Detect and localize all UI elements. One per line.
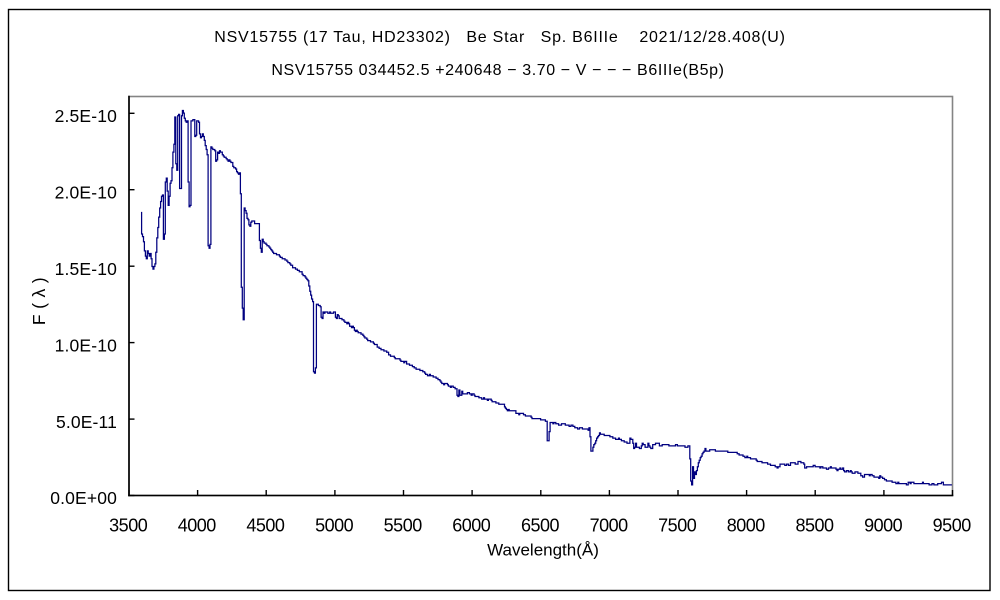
svg-text:9500: 9500 <box>933 515 972 535</box>
svg-text:9000: 9000 <box>864 515 903 535</box>
svg-text:5.0E-11: 5.0E-11 <box>56 412 117 432</box>
svg-text:F(λ): F(λ) <box>29 272 49 325</box>
svg-text:8500: 8500 <box>795 515 834 535</box>
svg-text:2.0E-10: 2.0E-10 <box>55 182 117 202</box>
svg-text:6500: 6500 <box>521 515 560 535</box>
svg-text:5500: 5500 <box>384 515 423 535</box>
svg-text:6000: 6000 <box>452 515 491 535</box>
svg-text:0.0E+00: 0.0E+00 <box>50 488 117 508</box>
svg-text:3500: 3500 <box>109 515 148 535</box>
svg-text:4000: 4000 <box>178 515 217 535</box>
svg-text:2.5E-10: 2.5E-10 <box>55 106 117 126</box>
svg-text:7500: 7500 <box>658 515 697 535</box>
svg-text:4500: 4500 <box>246 515 285 535</box>
svg-text:7000: 7000 <box>590 515 629 535</box>
svg-text:5000: 5000 <box>315 515 354 535</box>
svg-text:8000: 8000 <box>727 515 766 535</box>
svg-text:1.5E-10: 1.5E-10 <box>55 259 117 279</box>
svg-text:1.0E-10: 1.0E-10 <box>55 335 117 355</box>
svg-text:Wavelength(Å): Wavelength(Å) <box>487 541 599 560</box>
